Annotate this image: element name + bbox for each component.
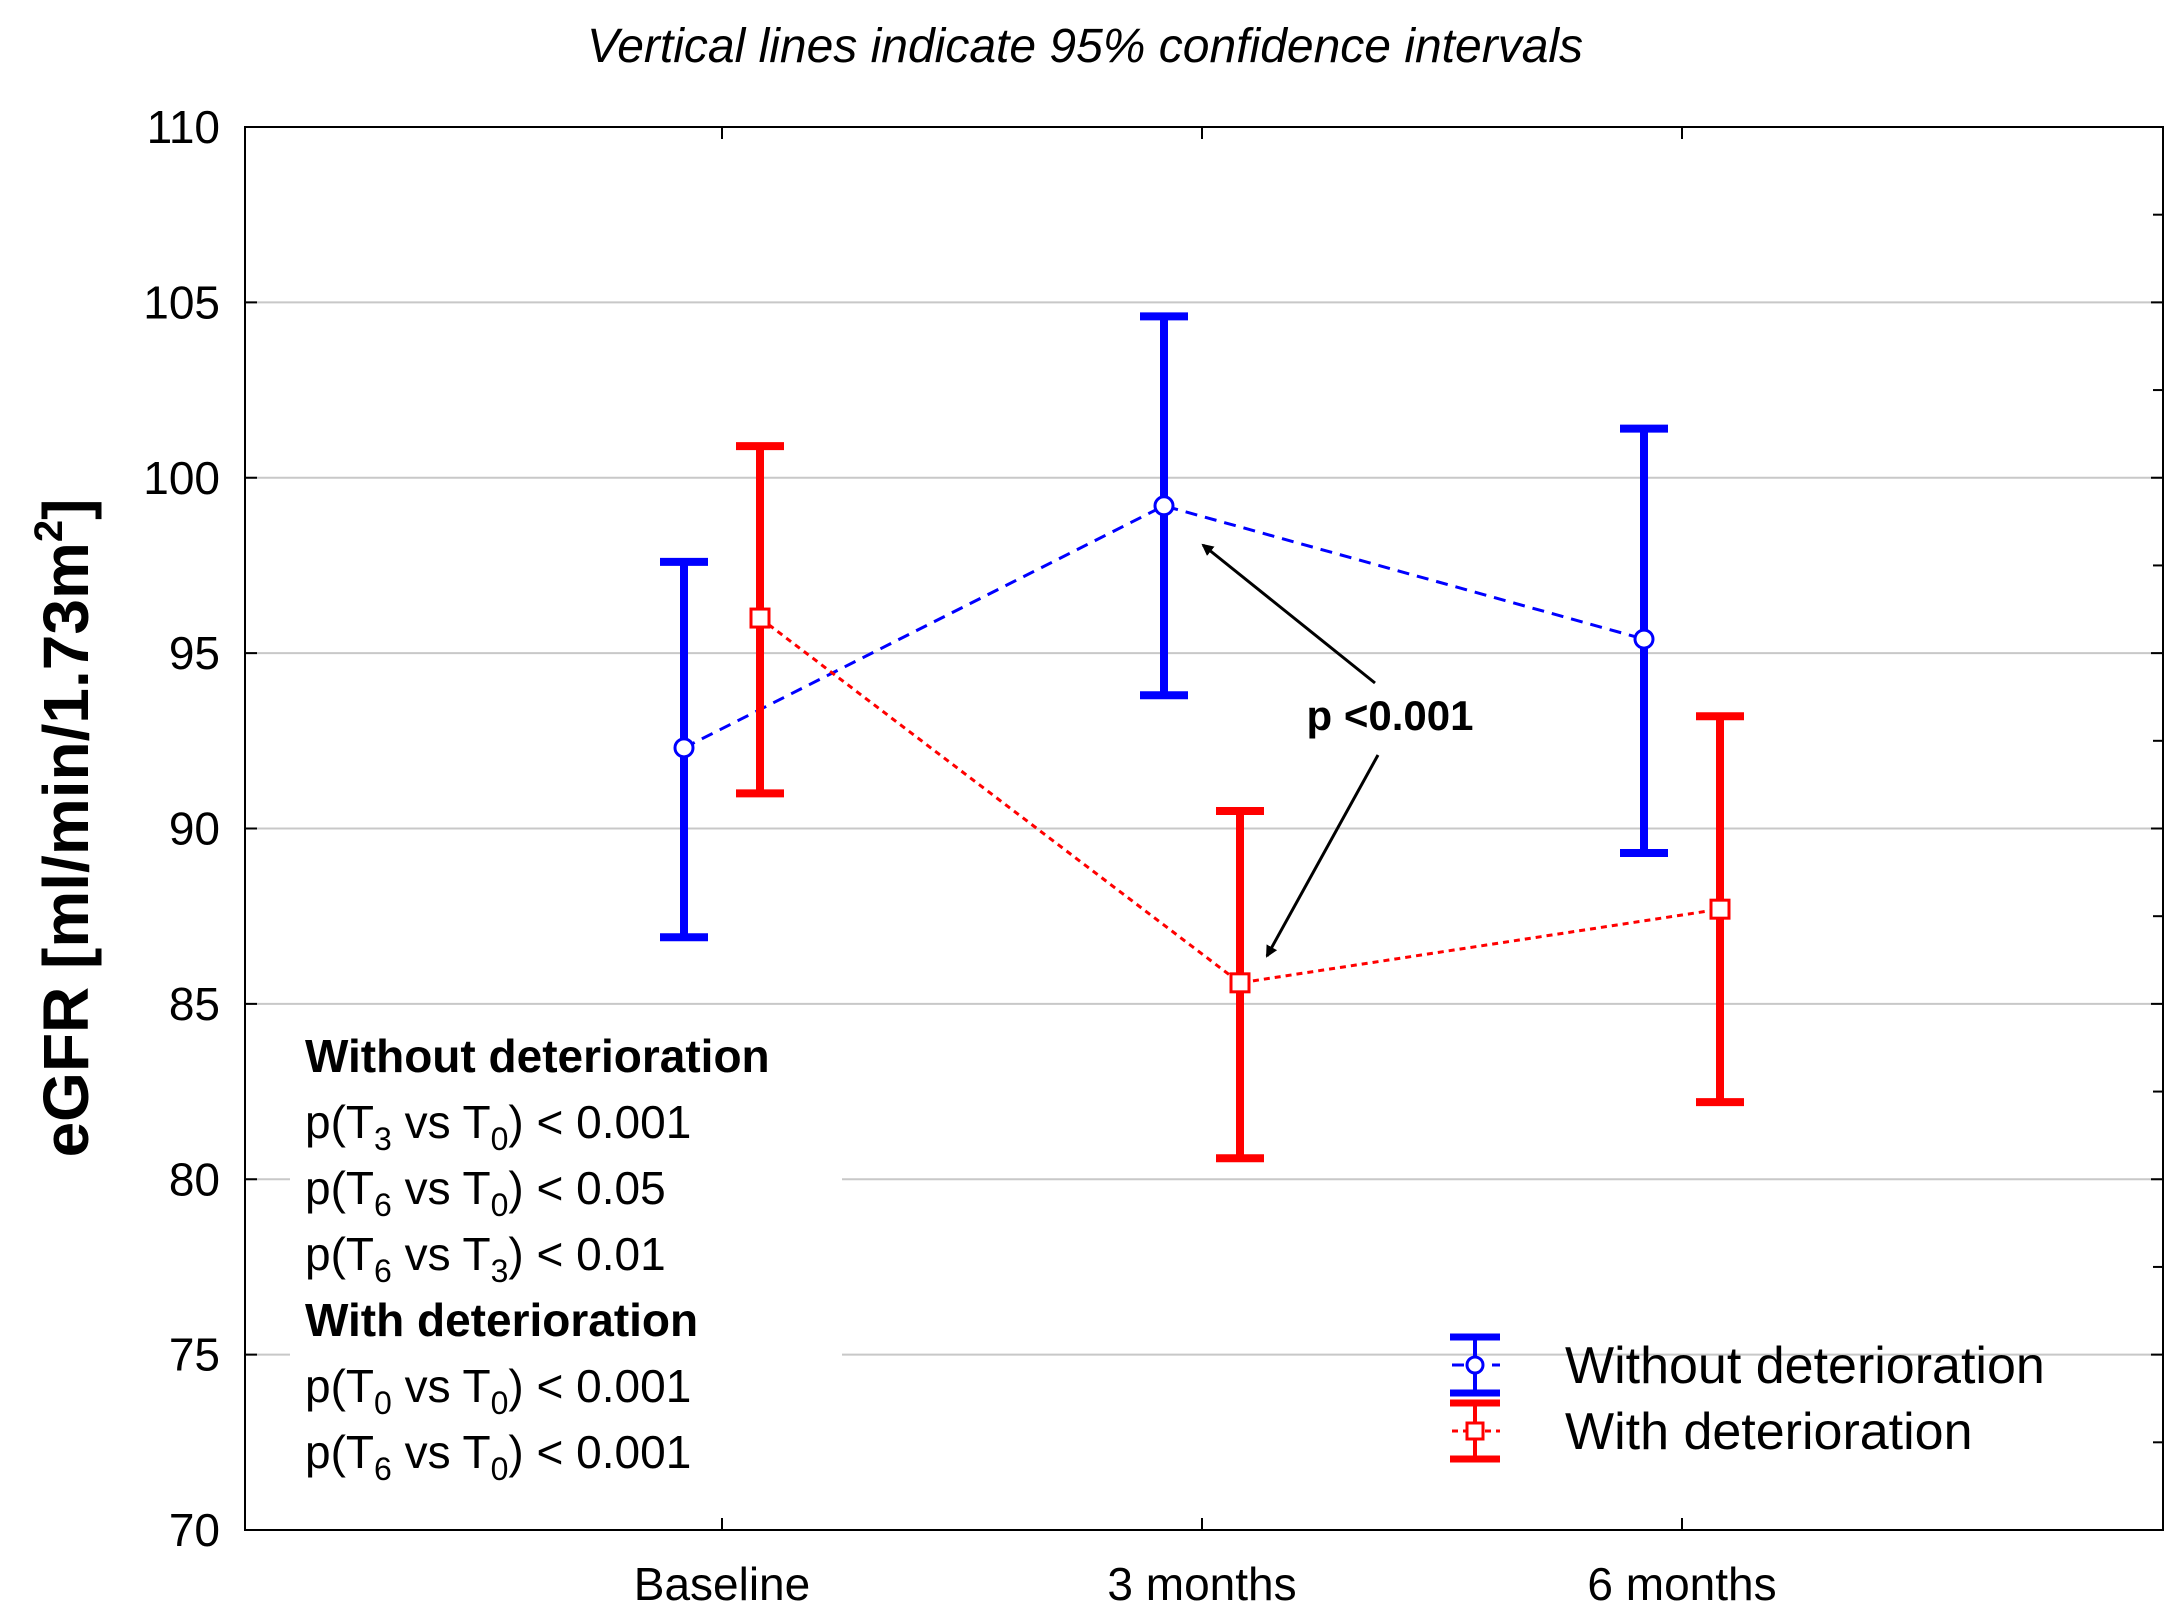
x-tick-label: 3 months [1107, 1558, 1296, 1610]
stats-line: p(T6 vs T3) < 0.01 [305, 1228, 666, 1289]
legend-item: With deterioration [1450, 1399, 1973, 1463]
chart-title: Vertical lines indicate 95% confidence i… [587, 20, 1583, 73]
stats-line: p(T6 vs T0) < 0.05 [305, 1162, 666, 1223]
legend-label: With deterioration [1565, 1403, 1973, 1461]
y-tick-label: 80 [169, 1153, 220, 1205]
legend: Without deterioration With deterioration [1450, 1333, 2045, 1463]
series-layer [660, 312, 1744, 1163]
pvalue-arrow-down [1265, 754, 1380, 958]
data-point [1709, 898, 1731, 920]
data-point [673, 737, 695, 759]
stats-line: p(T6 vs T0) < 0.001 [305, 1426, 691, 1487]
y-tick-label: 85 [169, 978, 220, 1030]
stats-annotation: Without deterioration p(T3 vs T0) < 0.001… [305, 1030, 770, 1487]
y-axis-label-superscript: 2 [27, 520, 71, 542]
legend-label: Without deterioration [1565, 1337, 2045, 1395]
y-tick-label: 95 [169, 627, 220, 679]
pvalue-label: p <0.001 [1307, 692, 1474, 739]
y-tick-label: 70 [169, 1504, 220, 1556]
y-axis-label-close: ] [30, 499, 102, 520]
axes: 70 75 80 85 90 95 100 105 110 Baseline 3 months 6 m… [143, 101, 2163, 1610]
stats-heading: With deterioration [305, 1294, 698, 1346]
y-tick-label: 105 [143, 276, 220, 328]
y-tick-label: 100 [143, 452, 220, 504]
data-point [749, 607, 771, 629]
y-tick-label: 75 [169, 1329, 220, 1381]
x-tick-label: Baseline [634, 1558, 810, 1610]
series-without-deterioration [660, 312, 1668, 942]
series-line [683, 504, 1645, 750]
y-tick-label: 90 [169, 803, 220, 855]
pvalue-annotation: p <0.001 [1201, 543, 1474, 958]
y-tick-label: 110 [147, 101, 220, 153]
stats-line: p(T0 vs T0) < 0.001 [305, 1360, 691, 1421]
data-point [1633, 628, 1655, 650]
y-axis-label: eGFR [ml/min/1.73m2] [27, 499, 102, 1158]
legend-item: Without deterioration [1450, 1333, 2045, 1397]
data-point [1229, 972, 1251, 994]
pvalue-arrow-up [1201, 543, 1376, 685]
series-with-deterioration [736, 442, 1744, 1163]
legend-marker [1465, 1421, 1485, 1441]
stats-annotation-background [290, 1030, 842, 1480]
legend-marker [1465, 1355, 1485, 1375]
x-tick-label: 6 months [1587, 1558, 1776, 1610]
stats-heading: Without deterioration [305, 1030, 770, 1082]
stats-line: p(T3 vs T0) < 0.001 [305, 1096, 691, 1157]
series-line [759, 616, 1721, 985]
data-point [1153, 495, 1175, 517]
